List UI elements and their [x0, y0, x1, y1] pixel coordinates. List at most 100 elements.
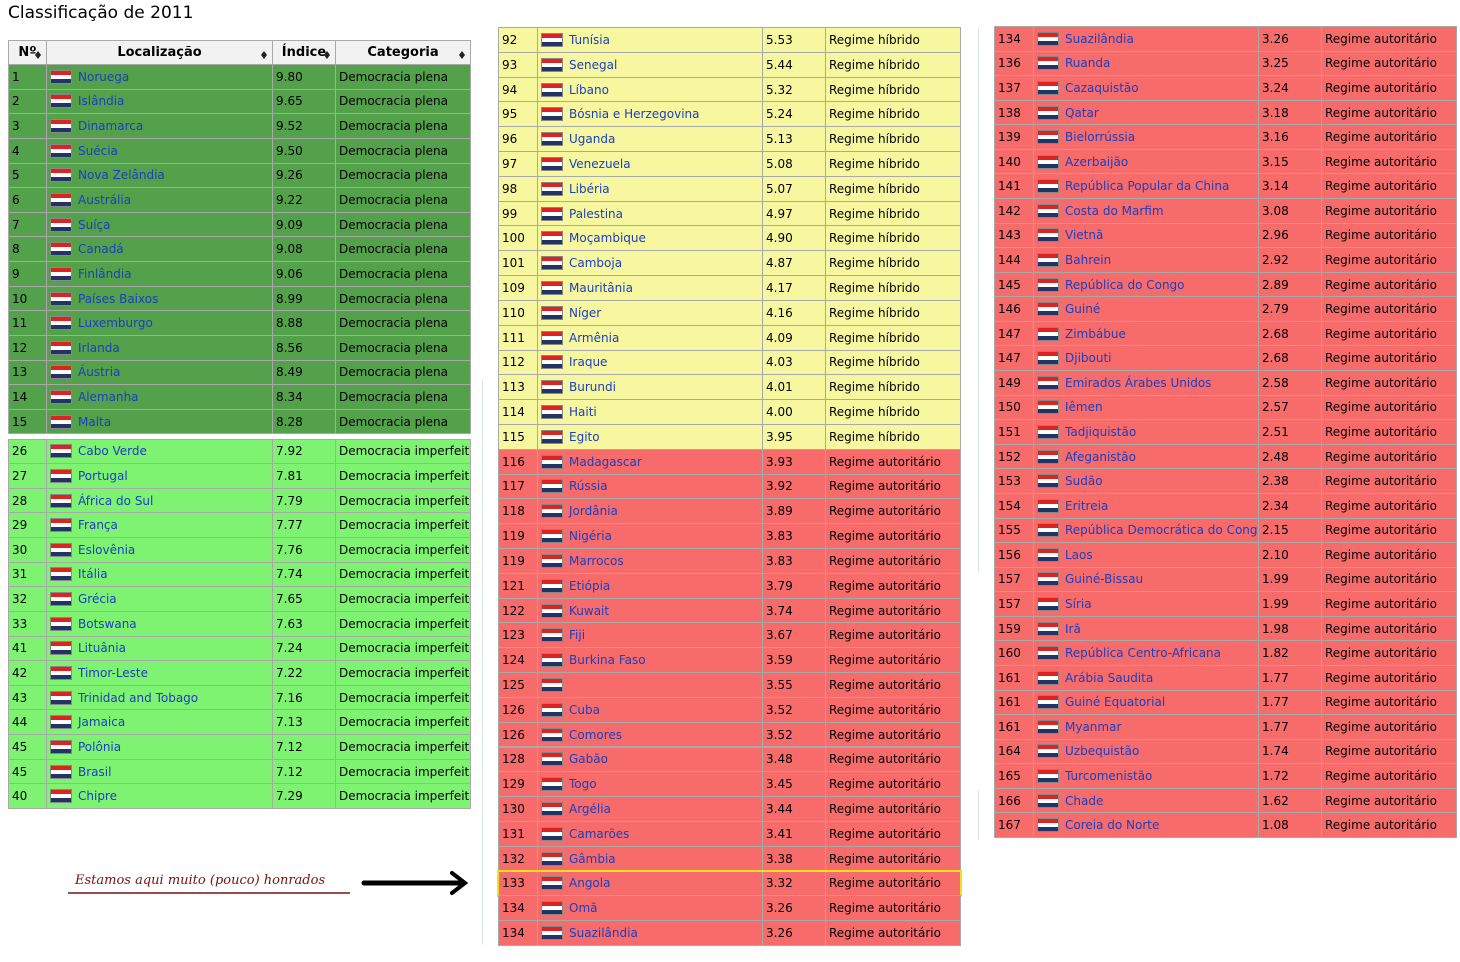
country-link[interactable]: Polônia — [78, 739, 122, 754]
country-link[interactable]: Suazilândia — [1065, 31, 1134, 46]
country-link[interactable]: Trinidad and Tobago — [78, 690, 199, 705]
country-link[interactable]: Mauritânia — [569, 280, 633, 295]
country-link[interactable]: Cazaquistão — [1065, 80, 1139, 95]
country-link[interactable]: Jamaica — [78, 715, 126, 730]
country-link[interactable]: Laos — [1065, 547, 1093, 562]
country-link[interactable]: Haiti — [569, 405, 597, 420]
country-link[interactable]: Afeganistão — [1065, 449, 1136, 464]
country-link[interactable]: Iraque — [569, 355, 608, 370]
country-link[interactable]: Coreia do Norte — [1065, 818, 1160, 833]
country-link[interactable]: Alemanha — [78, 390, 139, 405]
country-link[interactable]: Eslovênia — [78, 542, 136, 557]
country-link[interactable]: Azerbaijão — [1065, 154, 1129, 169]
country-link[interactable]: África do Sul — [78, 493, 154, 508]
country-link[interactable]: República Centro-Africana — [1065, 646, 1222, 661]
country-link[interactable]: Cuba — [569, 702, 600, 717]
country-link[interactable]: Uganda — [569, 132, 616, 147]
country-link[interactable]: Vietnã — [1065, 228, 1104, 243]
country-link[interactable]: Iêmen — [1065, 400, 1103, 415]
country-link[interactable]: Nigéria — [569, 529, 612, 544]
column-header[interactable]: Localização — [46, 40, 273, 65]
country-link[interactable]: Suécia — [78, 143, 118, 158]
country-link[interactable]: Libéria — [569, 181, 610, 196]
country-link[interactable]: Portugal — [78, 468, 128, 483]
country-link[interactable]: Níger — [569, 305, 602, 320]
country-link[interactable]: Brasil — [78, 764, 112, 779]
country-link[interactable]: Gabão — [569, 752, 608, 767]
country-link[interactable]: Luxemburgo — [78, 316, 153, 331]
country-link[interactable]: Venezuela — [569, 156, 631, 171]
country-link[interactable]: Guiné-Bissau — [1065, 572, 1144, 587]
country-link[interactable]: Costa do Marfim — [1065, 203, 1164, 218]
country-link[interactable]: República Democrática do Congo — [1065, 523, 1259, 538]
country-link[interactable]: Finlândia — [78, 266, 132, 281]
country-link[interactable]: Botswana — [78, 616, 137, 631]
country-link[interactable]: Palestina — [569, 206, 624, 221]
country-link[interactable]: Myanmar — [1065, 719, 1122, 734]
country-link[interactable]: Canadá — [78, 242, 124, 257]
country-link[interactable]: Dinamarca — [78, 119, 144, 134]
country-link[interactable]: Argélia — [569, 802, 611, 817]
country-link[interactable]: Gâmbia — [569, 851, 616, 866]
column-header[interactable]: Índice — [272, 40, 336, 65]
country-link[interactable]: Omã — [569, 901, 598, 916]
country-link[interactable]: Togo — [569, 777, 597, 792]
country-link[interactable]: República do Congo — [1065, 277, 1185, 292]
country-link[interactable]: Marrocos — [569, 553, 624, 568]
country-link[interactable]: Bósnia e Herzegovina — [569, 107, 700, 122]
country-link[interactable]: Burundi — [569, 380, 616, 395]
country-link[interactable]: Itália — [78, 567, 108, 582]
column-header[interactable]: Nº — [8, 40, 47, 65]
country-link[interactable]: Áustria — [78, 365, 121, 380]
country-link[interactable]: República Popular da China — [1065, 179, 1230, 194]
country-link[interactable]: Zimbábue — [1065, 326, 1126, 341]
country-link[interactable]: Uzbequistão — [1065, 744, 1140, 759]
country-link[interactable]: Fiji — [569, 628, 586, 643]
country-link[interactable]: Malta — [78, 414, 112, 429]
country-link[interactable]: Armênia — [569, 330, 620, 345]
country-link[interactable]: Djibouti — [1065, 351, 1112, 366]
country-link[interactable]: Austrália — [78, 192, 132, 207]
country-link[interactable]: Suíça — [78, 217, 111, 232]
country-link[interactable]: Lituânia — [78, 641, 126, 656]
country-link[interactable]: Irã — [1065, 621, 1081, 636]
country-link[interactable]: Turcomenistão — [1065, 769, 1153, 784]
country-link[interactable]: Madagascar — [569, 454, 642, 469]
country-link[interactable]: Moçambique — [569, 231, 646, 246]
country-link[interactable]: Países Baixos — [78, 291, 159, 306]
country-link[interactable]: Burkina Faso — [569, 653, 646, 668]
country-link[interactable]: Egito — [569, 429, 600, 444]
country-link[interactable]: Irlanda — [78, 340, 120, 355]
country-link[interactable]: Bielorrússia — [1065, 130, 1136, 145]
country-link[interactable]: Líbano — [569, 82, 609, 97]
country-link[interactable]: Timor-Leste — [78, 666, 149, 680]
country-link[interactable]: França — [78, 518, 118, 533]
country-link[interactable]: Guiné Equatorial — [1065, 695, 1166, 710]
country-link[interactable]: Etiópia — [569, 578, 611, 593]
country-link[interactable]: Arábia Saudita — [1065, 670, 1154, 685]
country-link[interactable]: Sudão — [1065, 474, 1103, 489]
country-link[interactable]: Tunísia — [569, 32, 610, 47]
country-link[interactable]: Chipre — [78, 789, 117, 804]
country-link[interactable]: Suazilândia — [569, 926, 638, 941]
country-link[interactable]: Jordânia — [569, 504, 618, 519]
country-link[interactable]: Cabo Verde — [78, 444, 147, 459]
country-link[interactable]: Bahrein — [1065, 252, 1112, 267]
country-link[interactable]: Eritreia — [1065, 498, 1109, 513]
country-link[interactable]: Síria — [1065, 597, 1092, 612]
country-link[interactable]: Nova Zelândia — [78, 168, 165, 183]
country-link[interactable]: Grécia — [78, 592, 117, 607]
country-link[interactable]: Chade — [1065, 793, 1104, 808]
country-link[interactable]: Angola — [569, 876, 611, 891]
country-link[interactable]: Camboja — [569, 256, 623, 271]
country-link[interactable]: Kuwait — [569, 603, 610, 618]
country-link[interactable]: Qatar — [1065, 105, 1099, 120]
country-link[interactable]: Camarões — [569, 826, 630, 841]
country-link[interactable]: Ruanda — [1065, 56, 1111, 71]
country-link[interactable]: Senegal — [569, 57, 618, 72]
country-link[interactable]: Guiné — [1065, 302, 1101, 317]
country-link[interactable]: Rússia — [569, 479, 608, 494]
country-link[interactable]: Noruega — [78, 69, 130, 84]
column-header[interactable]: Categoria — [335, 40, 471, 65]
country-link[interactable]: Emirados Árabes Unidos — [1065, 375, 1212, 390]
